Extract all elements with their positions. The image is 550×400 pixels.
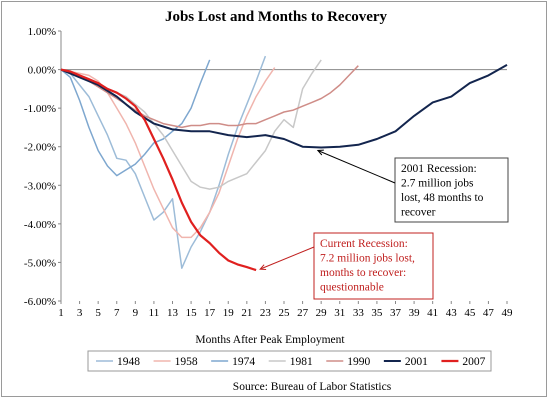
2007-annotation-line: Current Recession: <box>320 238 408 250</box>
series-line-2001 <box>60 64 508 149</box>
x-tick-label: 29 <box>316 307 328 319</box>
legend-item-2007: 2007 <box>441 356 486 368</box>
legend-item-1974: 1974 <box>211 356 255 368</box>
x-tick-label: 1 <box>58 307 64 319</box>
legend-item-2001: 2001 <box>383 356 428 368</box>
x-tick-label: 21 <box>241 307 252 319</box>
chart-title: Jobs Lost and Months to Recovery <box>165 9 388 25</box>
series-line-1948 <box>60 55 267 269</box>
x-tick-label: 13 <box>167 307 179 319</box>
x-tick-label: 35 <box>371 307 383 319</box>
x-tick-label: 37 <box>390 307 402 319</box>
legend-label: 2001 <box>405 356 428 368</box>
y-tick-label: -3.00% <box>24 180 56 192</box>
legend-label: 1948 <box>117 356 140 368</box>
x-tick-label: 17 <box>204 307 216 319</box>
y-tick-label: -2.00% <box>24 142 56 154</box>
legend-label: 1981 <box>290 356 313 368</box>
2001-annotation-box <box>394 157 509 223</box>
legend-box <box>87 350 492 372</box>
2001-annotation-line: lost, 48 months to <box>401 192 484 204</box>
legend-label: 2007 <box>462 356 485 368</box>
series-line-1981 <box>60 59 322 190</box>
x-tick-label: 33 <box>353 307 365 319</box>
x-tick-label: 23 <box>260 307 272 319</box>
x-tick-label: 5 <box>95 307 101 319</box>
2001-annotation-line: 2.7 million jobs <box>401 178 474 190</box>
legend-item-1948: 1948 <box>96 356 140 368</box>
x-tick-label: 49 <box>502 307 514 319</box>
2007-annotation-line: months to recover: <box>320 267 406 279</box>
x-tick-label: 43 <box>446 307 458 319</box>
2001-annotation-arrow-line <box>317 150 396 184</box>
legend-label: 1990 <box>347 356 370 368</box>
y-tick-label: 0.00% <box>28 65 56 77</box>
x-tick-label: 45 <box>464 307 476 319</box>
2007-annotation-arrowhead <box>259 264 267 271</box>
2001-annotation-line: recover <box>401 207 436 219</box>
series-line-1958 <box>60 67 276 239</box>
x-tick-label: 15 <box>186 307 198 319</box>
x-tick-label: 47 <box>483 307 495 319</box>
x-tick-label: 39 <box>409 307 421 319</box>
2007-annotation: Current Recession: 7.2 million jobs lost,… <box>259 232 434 300</box>
y-tick-label: -5.00% <box>24 257 56 269</box>
x-tick-label: 9 <box>133 307 139 319</box>
legend-label: 1958 <box>175 356 198 368</box>
series-line-1974 <box>60 59 211 177</box>
legend-item-1990: 1990 <box>326 356 371 368</box>
series-line-2007 <box>60 68 257 272</box>
y-tick-label: -6.00% <box>24 296 56 308</box>
x-tick-label: 31 <box>334 307 345 319</box>
y-tick-label: -1.00% <box>24 103 56 115</box>
2007-annotation-line: questionnable <box>320 282 384 294</box>
y-tick-label: -4.00% <box>24 219 56 231</box>
legend-item-1981: 1981 <box>268 356 313 368</box>
2007-annotation-line: 7.2 million jobs lost, <box>320 253 415 265</box>
legend-label: 1974 <box>232 356 255 368</box>
x-tick-label: 3 <box>77 307 83 319</box>
legend-item-1958: 1958 <box>153 356 198 368</box>
series-line-1990 <box>60 65 359 129</box>
x-tick-label: 7 <box>114 307 120 319</box>
2001-annotation-line: 2001 Recession: <box>401 163 477 175</box>
2001-annotation: 2001 Recession: 2.7 million jobs lost, 48 … <box>316 149 509 223</box>
x-tick-label: 25 <box>279 307 291 319</box>
y-tick-label: 1.00% <box>28 26 56 38</box>
x-tick-label: 41 <box>427 307 438 319</box>
x-tick-label: 11 <box>149 307 160 319</box>
2007-annotation-arrow-line <box>259 246 315 270</box>
x-tick-label: 27 <box>297 307 309 319</box>
x-tick-label: 19 <box>223 307 235 319</box>
2001-annotation-arrowhead <box>316 149 324 156</box>
2007-annotation-box <box>313 232 434 300</box>
source-note: Source: Bureau of Labor Statistics <box>233 381 392 393</box>
x-axis-label: Months After Peak Employment <box>195 334 345 346</box>
